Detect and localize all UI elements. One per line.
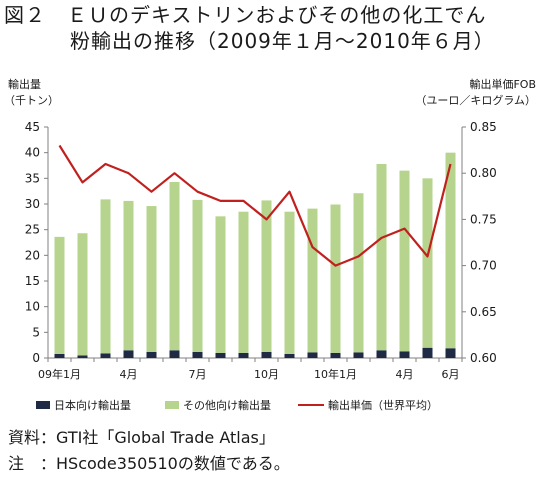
- legend-swatch-price: [298, 404, 324, 406]
- bar-other: [238, 211, 249, 353]
- bar-other: [376, 163, 387, 351]
- bar-other: [169, 181, 180, 351]
- bar-japan: [192, 351, 203, 358]
- bar-japan: [376, 350, 387, 358]
- bar-other: [422, 178, 433, 348]
- figure-title: 図２ ＥＵのデキストリンおよびその他の化工でん 粉輸出の推移（2009年１月～2…: [4, 2, 495, 54]
- legend-swatch-japan: [36, 401, 50, 409]
- bar-japan: [54, 353, 65, 358]
- footnote: 注 ：HScode350510の数値である。: [8, 454, 290, 473]
- bar-japan: [215, 352, 226, 358]
- bar-japan: [422, 347, 433, 358]
- bar-other: [192, 199, 203, 352]
- x-tick-label: 4月: [120, 368, 138, 381]
- x-tick-label: 09年1月: [38, 367, 81, 381]
- y-right-tick-label: 0.75: [470, 212, 497, 226]
- y-left-tick-label: 5: [32, 325, 40, 339]
- legend-label-japan: 日本向け輸出量: [54, 399, 131, 412]
- bar-other: [307, 208, 318, 353]
- y-left-tick-label: 15: [25, 274, 40, 288]
- bar-japan: [399, 351, 410, 358]
- legend-item-price: 輸出単価（世界平均）: [298, 397, 438, 413]
- legend-item-japan: 日本向け輸出量: [36, 397, 131, 413]
- bar-other: [261, 200, 272, 352]
- y-right-label-line1: 輸出単価FOB: [469, 77, 536, 91]
- y-left-tick-label: 45: [25, 120, 40, 134]
- bar-japan: [77, 355, 88, 358]
- x-tick-label: 6月: [442, 368, 460, 381]
- y-left-tick-label: 30: [25, 197, 40, 211]
- bar-other: [284, 211, 295, 354]
- bar-other: [330, 204, 341, 353]
- bar-other: [353, 193, 364, 353]
- bar-other: [54, 236, 65, 354]
- y-right-tick-label: 0.70: [470, 259, 497, 273]
- bar-japan: [261, 351, 272, 358]
- bar-other: [77, 233, 88, 356]
- bar-japan: [169, 350, 180, 358]
- y-right-tick-label: 0.85: [470, 120, 497, 134]
- y-right-label-line2: （ユーロ／キログラム）: [415, 93, 536, 107]
- y-left-tick-label: 25: [25, 223, 40, 237]
- legend-label-price: 輸出単価（世界平均）: [328, 399, 438, 412]
- x-tick-label: 7月: [189, 368, 207, 381]
- x-tick-label: 10月: [254, 368, 279, 381]
- bar-other: [123, 200, 134, 351]
- figure-title-line1: 図２ ＥＵのデキストリンおよびその他の化工でん: [4, 3, 487, 27]
- bar-japan: [100, 353, 111, 358]
- bar-japan: [146, 351, 157, 358]
- y-left-tick-label: 20: [25, 248, 40, 262]
- legend-label-other: その他向け輸出量: [183, 399, 271, 412]
- bar-japan: [238, 352, 249, 358]
- bar-japan: [307, 352, 318, 358]
- x-tick-label: 10年1月: [314, 367, 357, 381]
- bar-other: [445, 152, 456, 349]
- bar-other: [146, 206, 157, 352]
- y-right-tick-label: 0.65: [470, 305, 497, 319]
- bar-japan: [284, 353, 295, 358]
- bar-japan: [445, 348, 456, 358]
- bar-japan: [353, 352, 364, 358]
- y-left-tick-label: 40: [25, 146, 40, 160]
- source-note: 資料：GTI社「Global Trade Atlas」: [8, 428, 275, 447]
- legend-item-other: その他向け輸出量: [165, 397, 271, 413]
- bar-other: [100, 199, 111, 354]
- bar-other: [399, 170, 410, 352]
- y-left-label-line1: 輸出量: [8, 77, 41, 91]
- bar-japan: [330, 352, 341, 358]
- bar-japan: [123, 350, 134, 358]
- y-right-tick-label: 0.60: [470, 351, 497, 365]
- y-right-tick-label: 0.80: [470, 166, 497, 180]
- bar-other: [215, 216, 226, 353]
- x-tick-label: 4月: [396, 368, 414, 381]
- y-left-tick-label: 10: [25, 300, 40, 314]
- figure-title-line2: 粉輸出の推移（2009年１月～2010年６月）: [70, 29, 495, 53]
- y-left-label-line2: （千トン）: [4, 94, 59, 107]
- y-left-tick-label: 0: [32, 351, 40, 365]
- legend-swatch-other: [165, 401, 179, 409]
- y-left-tick-label: 35: [25, 171, 40, 185]
- price-line: [58, 144, 452, 267]
